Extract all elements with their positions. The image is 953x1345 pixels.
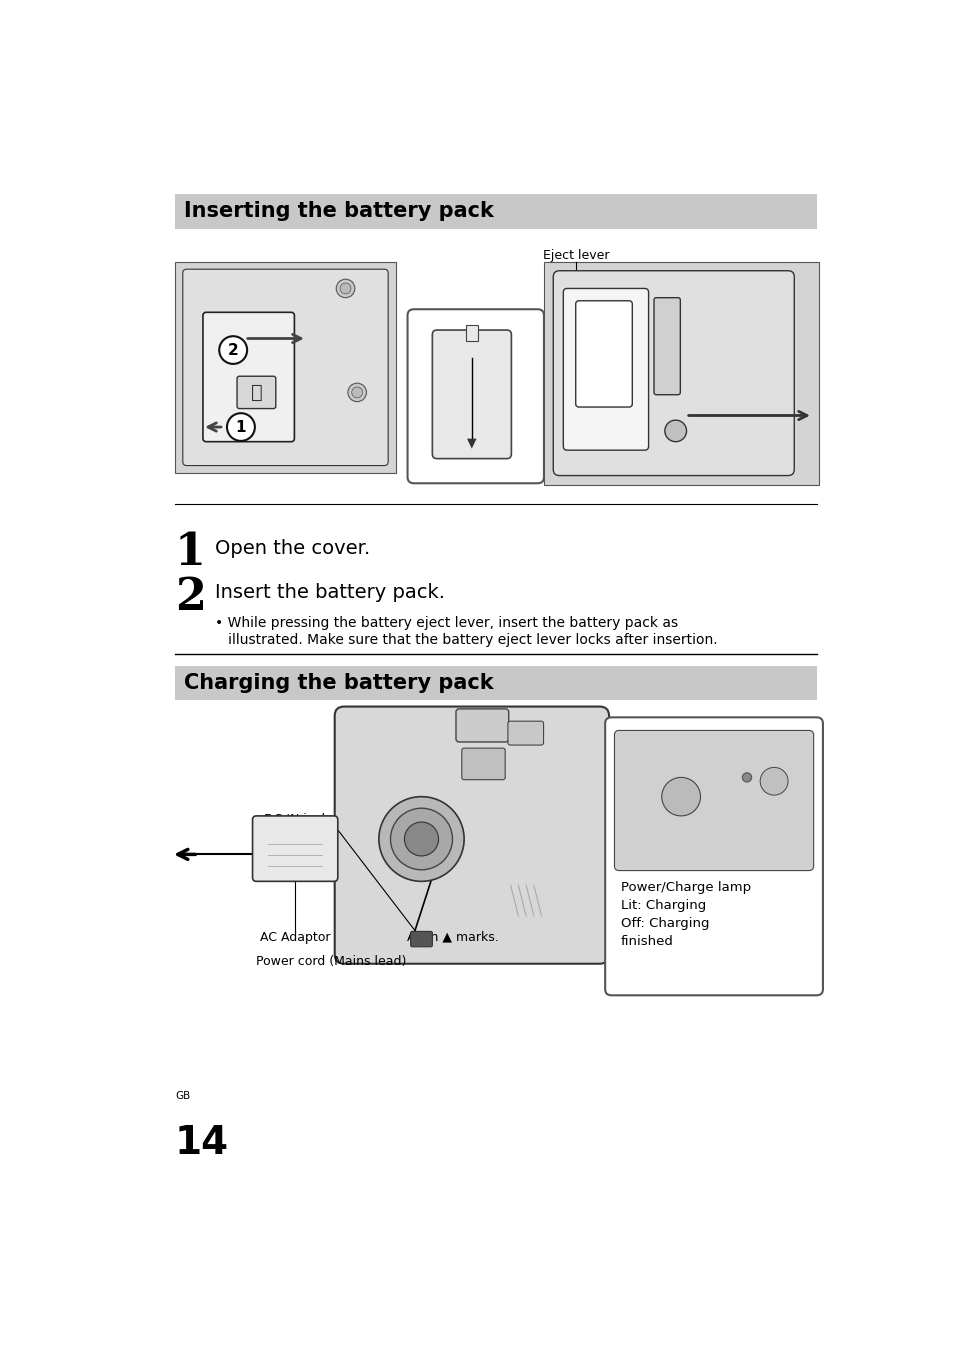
Text: DC IN jack: DC IN jack [263,814,328,826]
Text: ꀻ: ꀻ [251,383,262,402]
Circle shape [219,336,247,364]
Text: Power cord (Mains lead): Power cord (Mains lead) [256,955,406,967]
Text: Power/Charge lamp
Lit: Charging
Off: Charging
finished: Power/Charge lamp Lit: Charging Off: Cha… [620,881,750,948]
Bar [543,261,819,484]
FancyBboxPatch shape [253,816,337,881]
Text: Charging the battery pack: Charging the battery pack [184,672,494,693]
FancyBboxPatch shape [183,269,388,465]
Circle shape [661,777,700,816]
Circle shape [352,387,362,398]
Circle shape [664,420,686,441]
Bar [174,666,816,701]
Text: Open the cover.: Open the cover. [215,539,370,558]
FancyBboxPatch shape [407,309,543,483]
FancyBboxPatch shape [419,843,442,858]
Text: • While pressing the battery eject lever, insert the battery pack as: • While pressing the battery eject lever… [215,616,678,629]
FancyBboxPatch shape [432,330,511,459]
Text: 2: 2 [174,576,206,619]
Text: 2: 2 [228,343,238,358]
Circle shape [404,822,438,855]
Text: 1: 1 [174,531,206,574]
Text: AC Adaptor: AC Adaptor [259,931,330,944]
Text: ▼: ▼ [467,436,476,449]
FancyBboxPatch shape [203,312,294,441]
Circle shape [390,808,452,870]
FancyBboxPatch shape [236,377,275,409]
Bar [174,194,816,229]
Text: Insert the battery pack.: Insert the battery pack. [215,584,445,603]
Circle shape [227,413,254,441]
FancyBboxPatch shape [553,270,794,476]
FancyBboxPatch shape [461,748,505,780]
Text: GB: GB [174,1091,190,1100]
FancyBboxPatch shape [562,288,648,451]
Bar [465,325,477,340]
Circle shape [340,282,351,293]
Text: 1: 1 [235,420,246,434]
FancyBboxPatch shape [654,297,679,394]
FancyBboxPatch shape [575,301,632,408]
Text: illustrated. Make sure that the battery eject lever locks after insertion.: illustrated. Make sure that the battery … [215,632,718,647]
Text: Align ▲ marks.: Align ▲ marks. [406,931,497,944]
Circle shape [741,773,751,781]
FancyBboxPatch shape [614,730,813,870]
FancyBboxPatch shape [604,717,822,995]
FancyBboxPatch shape [456,709,508,742]
Bar [174,261,395,473]
Text: 14: 14 [174,1124,229,1162]
Text: Eject lever: Eject lever [542,249,609,261]
Text: Inserting the battery pack: Inserting the battery pack [184,202,494,222]
FancyBboxPatch shape [507,721,543,745]
FancyBboxPatch shape [335,706,608,964]
Circle shape [348,383,366,402]
Circle shape [760,768,787,795]
Circle shape [335,280,355,297]
Circle shape [378,796,464,881]
FancyBboxPatch shape [410,931,432,947]
